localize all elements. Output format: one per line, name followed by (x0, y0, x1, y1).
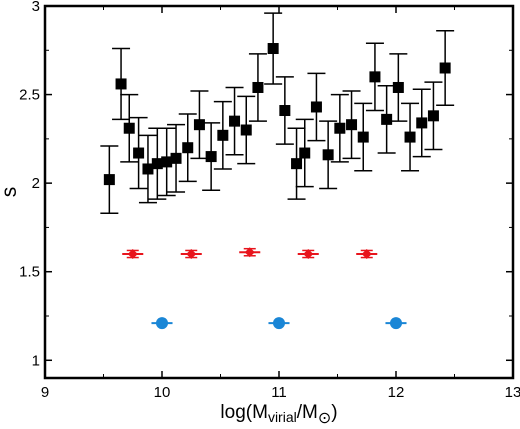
data-point (416, 117, 428, 129)
data-point (123, 122, 135, 134)
data-point (357, 131, 369, 143)
data-point (267, 43, 279, 55)
x-tick-label: 9 (41, 384, 49, 401)
data-point (334, 122, 346, 134)
data-point (240, 124, 252, 136)
data-point (392, 81, 404, 93)
y-tick-label: 3 (32, 0, 40, 15)
data-point (299, 147, 311, 159)
data-point (369, 71, 381, 83)
x-tick-label: 13 (505, 384, 520, 401)
y-axis-title: s (0, 187, 21, 198)
data-point (205, 151, 217, 163)
data-point (161, 156, 173, 168)
x-axis-title-mid: /M (297, 402, 318, 423)
data-point (103, 174, 115, 186)
data-point (193, 119, 205, 131)
y-tick-label: 2.5 (19, 87, 40, 104)
x-axis-title-pre: log(M (220, 402, 268, 423)
data-point (156, 317, 168, 330)
data-point (170, 152, 182, 164)
y-tick-label: 1.5 (19, 264, 40, 281)
x-tick-label: 10 (154, 384, 171, 401)
data-point (390, 317, 402, 330)
data-point (115, 78, 127, 90)
data-point (381, 113, 393, 125)
data-point (217, 129, 229, 141)
x-axis-title-sub2: ⊙ (318, 410, 331, 427)
axis-ticks: 9 10 11 12 13 1 1.5 2 2.5 3 (19, 0, 520, 401)
data-point (151, 158, 163, 170)
data-point (361, 249, 372, 259)
data-point (322, 149, 334, 161)
x-axis-title-sub1: virial (268, 409, 297, 425)
x-tick-label: 12 (388, 384, 405, 401)
series-diamond (122, 247, 378, 259)
x-tick-label: 11 (271, 384, 287, 401)
data-point (244, 247, 255, 258)
y-tick-label: 1 (32, 352, 40, 369)
data-point (346, 119, 358, 131)
data-point (186, 249, 197, 259)
data-point (303, 249, 314, 259)
y-tick-label: 2 (32, 175, 40, 192)
data-point (439, 62, 451, 74)
x-axis-title: log(Mvirial/M⊙) (220, 402, 337, 427)
data-point (182, 142, 194, 154)
data-point (127, 249, 138, 259)
data-point (310, 101, 322, 113)
data-point (427, 110, 439, 122)
data-point (273, 317, 285, 330)
chart-marks (100, 12, 455, 330)
data-point (279, 105, 291, 117)
data-point (252, 81, 264, 93)
data-point (229, 115, 241, 127)
series-square (100, 12, 455, 215)
x-axis-title-post: ) (331, 402, 337, 423)
data-point (133, 147, 145, 159)
series-circle (151, 317, 407, 330)
data-point (404, 131, 416, 143)
data-point (142, 163, 154, 175)
data-point (291, 158, 303, 170)
